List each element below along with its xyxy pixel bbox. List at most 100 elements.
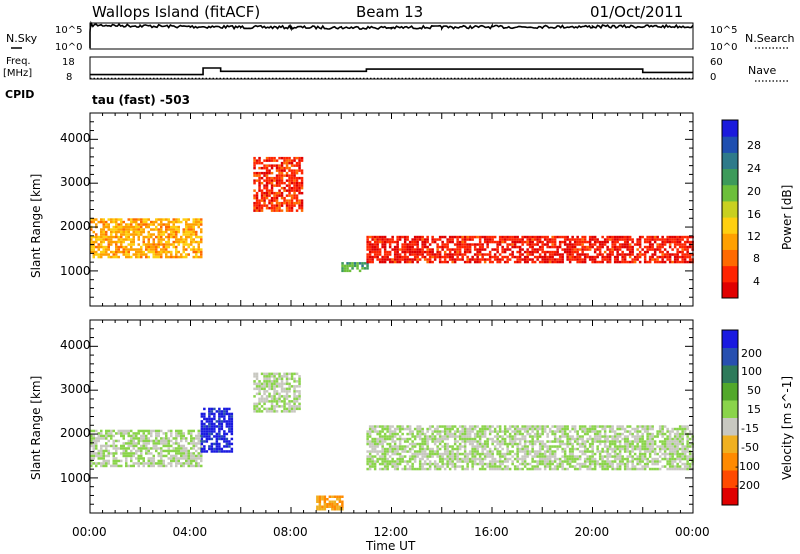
- heatmap-cell: [175, 429, 178, 433]
- heatmap-cell: [423, 460, 427, 463]
- heatmap-cell: [230, 442, 234, 446]
- heatmap-cell: [200, 454, 203, 458]
- heatmap-cell: [473, 462, 477, 466]
- heatmap-cell: [398, 462, 402, 466]
- heatmap-cell: [393, 432, 397, 436]
- heatmap-cell: [396, 467, 399, 471]
- heatmap-cell: [671, 447, 674, 451]
- heatmap-cell: [152, 459, 155, 463]
- heatmap-cell: [208, 420, 211, 423]
- heatmap-cell: [541, 432, 544, 436]
- heatmap-cell: [551, 245, 554, 249]
- heatmap-cell: [501, 238, 504, 241]
- heatmap-cell: [197, 250, 200, 254]
- heatmap-cell: [681, 447, 684, 451]
- heatmap-cell: [190, 459, 193, 463]
- heatmap-cell: [473, 253, 477, 256]
- heatmap-cell: [541, 250, 544, 254]
- heatmap-cell: [142, 444, 145, 448]
- heatmap-cell: [536, 243, 539, 246]
- heatmap-cell: [673, 465, 677, 468]
- heatmap-cell: [172, 223, 175, 226]
- heatmap-cell: [573, 238, 577, 241]
- heatmap-cell: [92, 255, 95, 259]
- heatmap-cell: [516, 258, 519, 261]
- heatmap-cell: [208, 415, 211, 418]
- heatmap-cell: [481, 442, 484, 446]
- heatmap-cell: [293, 407, 296, 411]
- heatmap-cell: [112, 230, 115, 234]
- heatmap-cell: [463, 432, 467, 436]
- heatmap-cell: [90, 457, 93, 460]
- heatmap-cell: [643, 442, 647, 446]
- heatmap-cell: [551, 238, 554, 241]
- heatmap-cell: [543, 235, 547, 239]
- heatmap-cell: [433, 452, 437, 456]
- heatmap-cell: [526, 462, 529, 466]
- heatmap-cell: [273, 382, 276, 386]
- heatmap-cell: [593, 238, 597, 241]
- heatmap-cell: [293, 204, 296, 207]
- heatmap-cell: [190, 437, 193, 440]
- heatmap-cell: [513, 255, 517, 259]
- heatmap-cell: [288, 209, 291, 212]
- heatmap-cell: [568, 450, 572, 453]
- heatmap-cell: [95, 454, 98, 458]
- heatmap-cell: [423, 243, 427, 246]
- heatmap-cell: [280, 169, 284, 172]
- heatmap-cell: [428, 467, 432, 471]
- heatmap-cell: [140, 225, 143, 229]
- heatmap-cell: [393, 450, 397, 453]
- heatmap-cell: [416, 467, 419, 471]
- heatmap-cell: [147, 442, 150, 445]
- heatmap-cell: [568, 245, 572, 249]
- heatmap-cell: [448, 445, 452, 448]
- heatmap-cell: [200, 430, 204, 433]
- heatmap-cell: [578, 437, 582, 441]
- heatmap-cell: [678, 255, 682, 259]
- heatmap-cell: [213, 427, 216, 431]
- heatmap-cell: [130, 437, 133, 440]
- heatmap-cell: [383, 255, 387, 259]
- heatmap-cell: [102, 220, 105, 224]
- heatmap-cell: [258, 181, 261, 185]
- heatmap-cell: [298, 390, 301, 393]
- heatmap-cell: [591, 442, 594, 446]
- heatmap-cell: [117, 255, 120, 259]
- heatmap-cell: [408, 250, 412, 254]
- heatmap-cell: [646, 450, 649, 453]
- heatmap-cell: [566, 445, 569, 448]
- heatmap-cell: [192, 444, 195, 448]
- heatmap-cell: [278, 400, 281, 403]
- heatmap-cell: [483, 235, 487, 239]
- heatmap-cell: [531, 235, 534, 239]
- heatmap-cell: [616, 467, 619, 471]
- heatmap-cell: [663, 465, 667, 468]
- heatmap-cell: [162, 454, 165, 458]
- heatmap-cell: [150, 235, 153, 239]
- heatmap-cell: [278, 375, 281, 378]
- heatmap-cell: [646, 460, 649, 463]
- heatmap-cell: [431, 425, 434, 428]
- heatmap-cell: [598, 442, 602, 446]
- heatmap-cell: [396, 240, 399, 244]
- heatmap-cell: [546, 250, 549, 254]
- heatmap-cell: [187, 429, 190, 433]
- heatmap-cell: [518, 430, 522, 433]
- heatmap-cell: [673, 437, 677, 441]
- heatmap-cell: [553, 435, 557, 438]
- heatmap-cell: [383, 432, 387, 436]
- heatmap-cell: [658, 243, 662, 246]
- heatmap-cell: [371, 255, 374, 259]
- heatmap-cell: [516, 432, 519, 436]
- heatmap-cell: [433, 255, 437, 259]
- heatmap-cell: [628, 250, 632, 254]
- heatmap-cell: [278, 176, 281, 180]
- heatmap-cell: [656, 235, 659, 239]
- heatmap-cell: [288, 395, 291, 398]
- heatmap-cell: [608, 430, 612, 433]
- heatmap-cell: [203, 425, 206, 428]
- heatmap-cell: [668, 450, 672, 453]
- heatmap-cell: [573, 245, 577, 249]
- heatmap-cell: [97, 255, 100, 259]
